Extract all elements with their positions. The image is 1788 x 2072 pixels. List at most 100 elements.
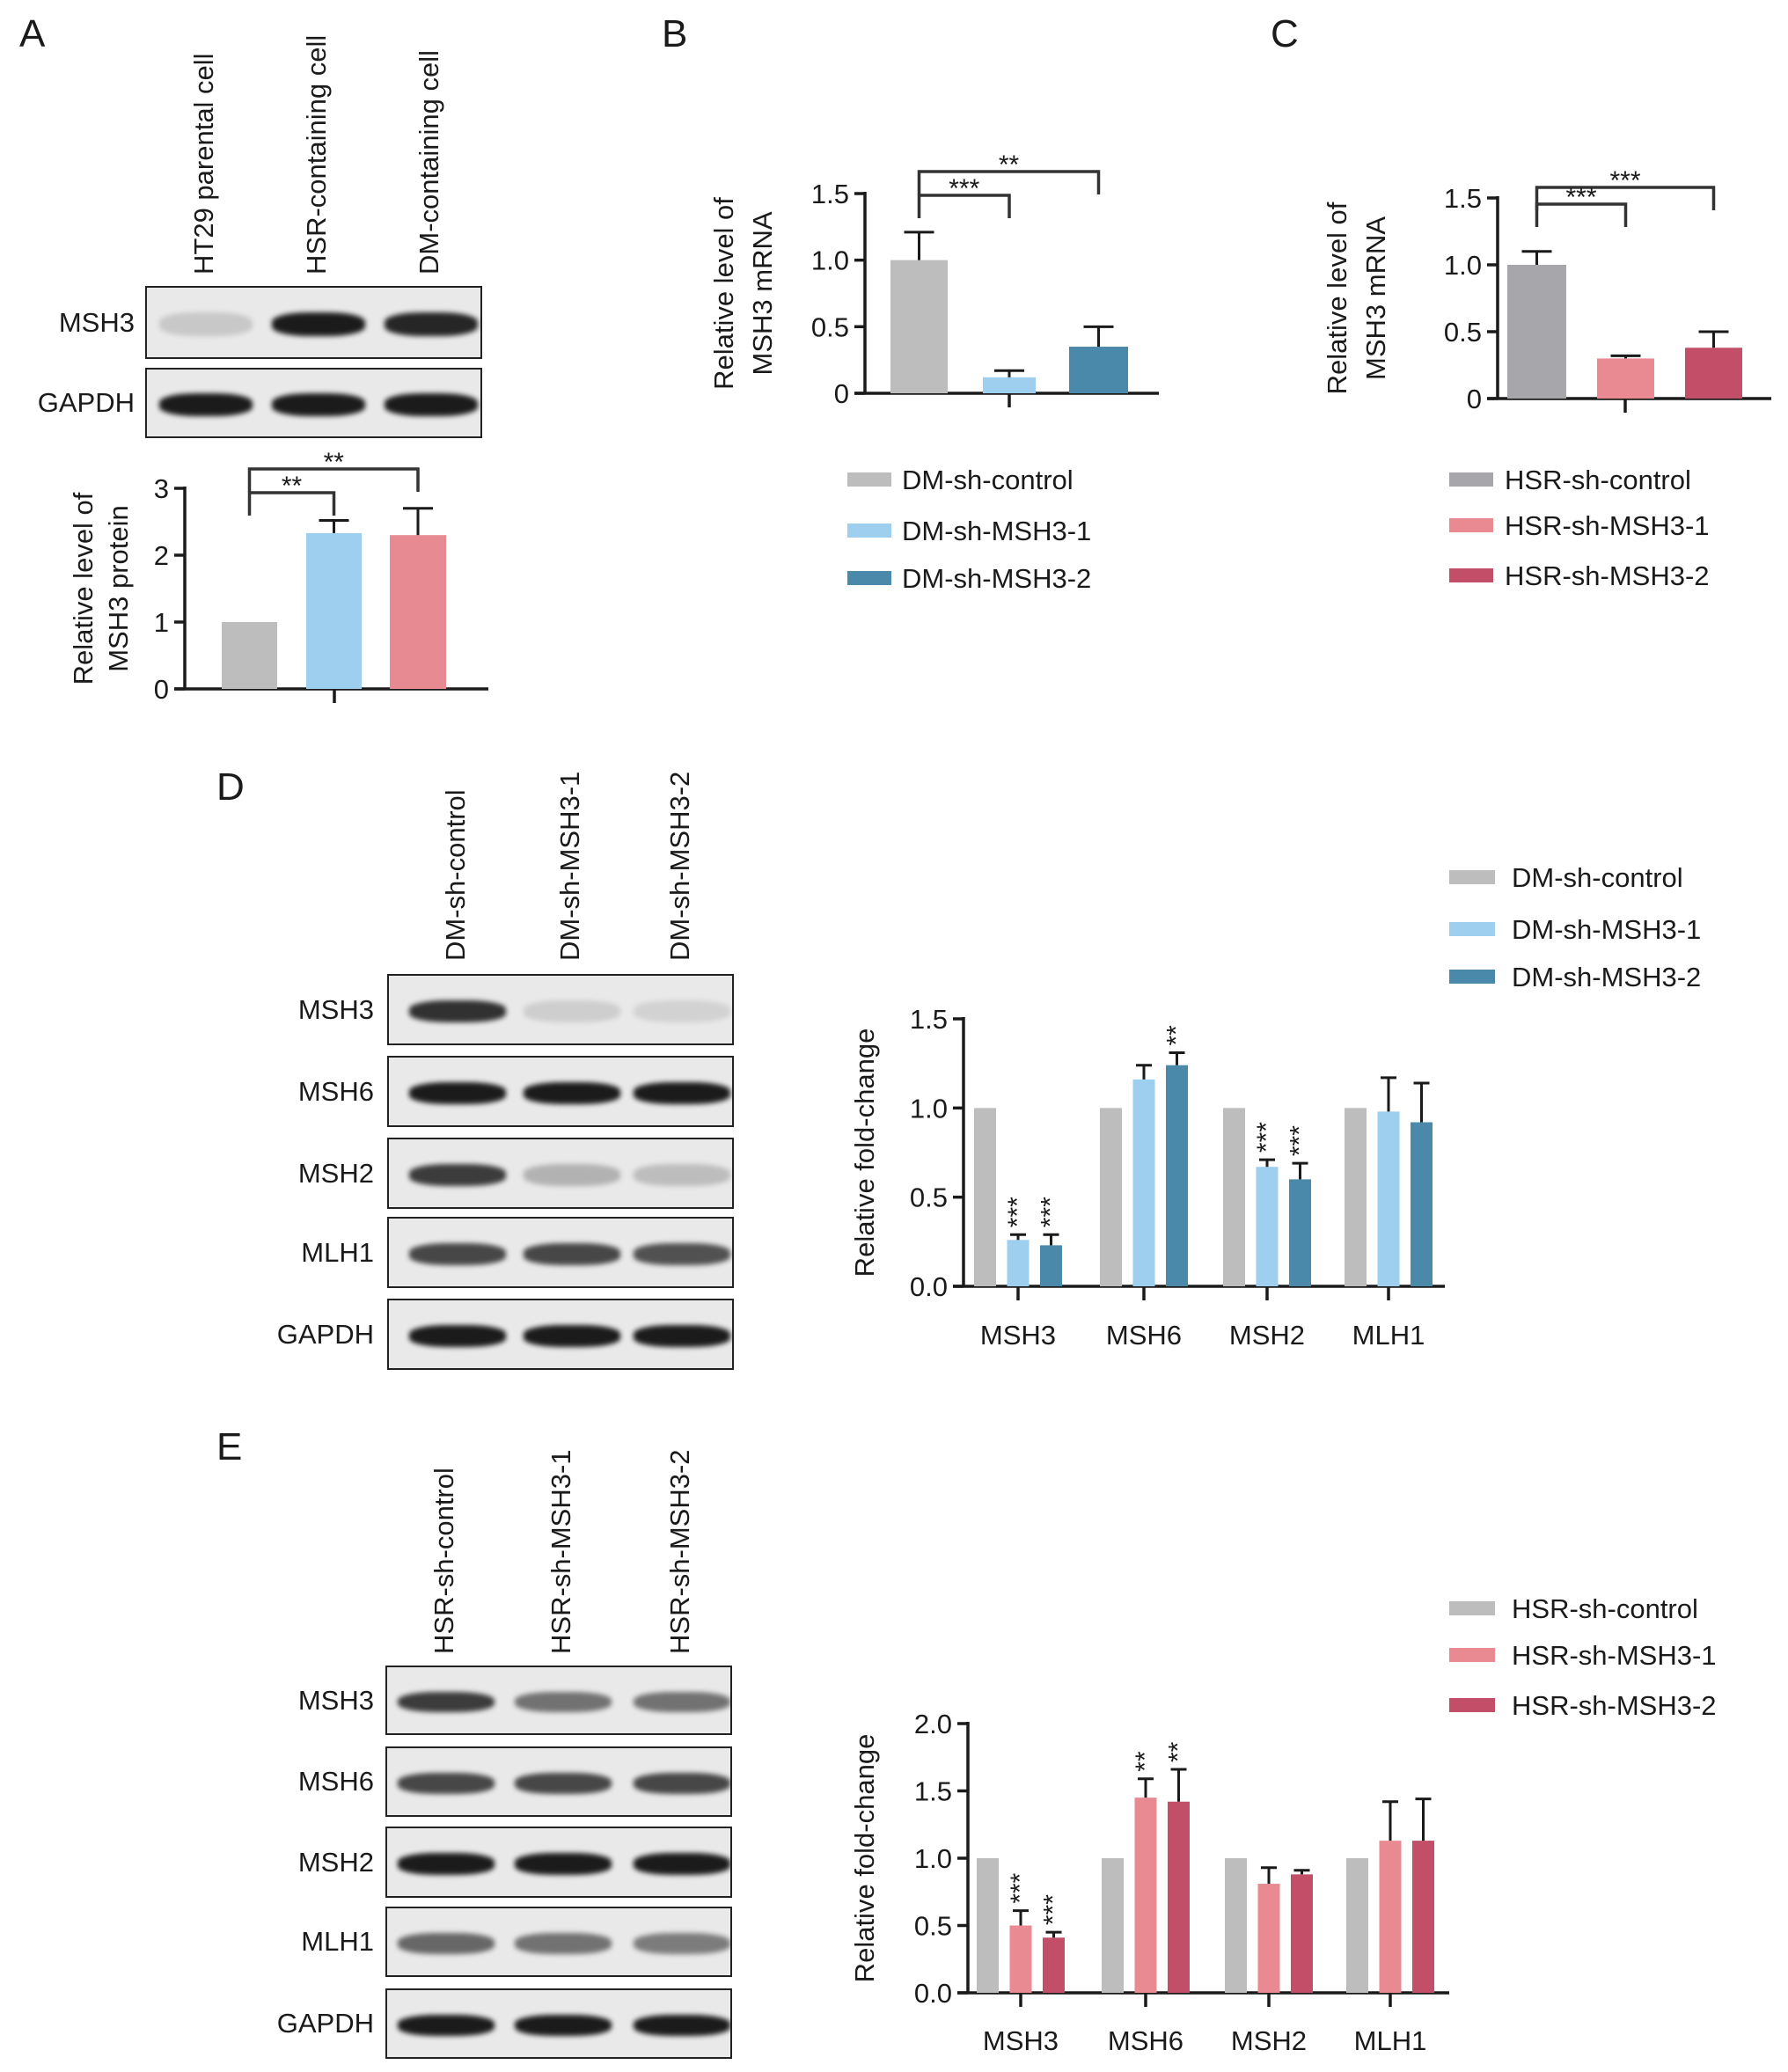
- legend-swatch: [847, 523, 891, 538]
- bar: [1256, 1167, 1279, 1286]
- y-tick-label: 0.5: [910, 1182, 948, 1213]
- bar: [1377, 1111, 1400, 1286]
- y-tick-label: 1.5: [811, 179, 849, 209]
- legend-swatch: [1449, 472, 1493, 487]
- protein-band: [398, 1853, 495, 1875]
- legend-swatch: [847, 472, 891, 487]
- protein-band: [159, 393, 253, 416]
- blot-mlh1: [385, 1907, 732, 1977]
- significance-label: ***: [1609, 166, 1640, 195]
- protein-band: [409, 1082, 506, 1104]
- significance-label: ***: [1252, 1122, 1281, 1153]
- protein-band: [385, 393, 478, 416]
- x-tick-label: MSH6: [1108, 2025, 1183, 2056]
- blot-msh3: [145, 286, 482, 359]
- y-tick-label: 0.5: [914, 1911, 952, 1942]
- protein-band: [524, 1082, 620, 1104]
- blot-msh3: [385, 1666, 732, 1735]
- legend-swatch: [1449, 870, 1495, 884]
- x-tick-label: MSH3: [983, 2025, 1059, 2056]
- x-tick-label: MSH6: [1106, 1320, 1182, 1351]
- y-axis-label: Relative fold-change: [849, 1029, 880, 1278]
- y-tick-label: 3: [154, 473, 169, 504]
- protein-band: [634, 1773, 730, 1794]
- bar: [1043, 1937, 1065, 1993]
- significance-bracket: [247, 491, 336, 516]
- bar: [890, 260, 948, 393]
- significance-label: ***: [1003, 1197, 1032, 1227]
- blot-row-label: MSH2: [297, 1157, 374, 1189]
- blot-row-label: MSH3: [297, 1684, 374, 1716]
- y-tick-label: 1.0: [914, 1843, 952, 1874]
- blot-msh6: [387, 1056, 734, 1127]
- significance-label: ***: [949, 174, 979, 203]
- y-tick-label: 0: [154, 674, 169, 705]
- protein-band: [409, 1243, 506, 1265]
- legend-swatch: [1449, 922, 1495, 936]
- bar: [1345, 1108, 1367, 1286]
- legend-label: DM-sh-MSH3-1: [1512, 914, 1701, 945]
- y-axis-label: Relative level of: [68, 492, 99, 685]
- legend-swatch: [1449, 1601, 1495, 1615]
- bar: [1166, 1065, 1188, 1286]
- bar: [1100, 1108, 1122, 1286]
- panel-label-E: E: [216, 1425, 243, 1468]
- panel-label-A: A: [19, 12, 46, 55]
- y-tick-label: 0: [834, 378, 849, 409]
- bar: [1009, 1925, 1032, 1993]
- blot-mlh1: [387, 1217, 734, 1288]
- bar: [983, 377, 1036, 393]
- bar: [1102, 1858, 1124, 1993]
- protein-band: [159, 312, 253, 336]
- y-axis-label: MSH3 mRNA: [1360, 216, 1391, 380]
- y-axis-label: Relative level of: [1322, 201, 1352, 394]
- bar: [1223, 1108, 1245, 1286]
- protein-band: [524, 1000, 620, 1022]
- y-tick-label: 1.5: [1444, 183, 1482, 214]
- legend-swatch: [1449, 1648, 1495, 1662]
- significance-label: **: [282, 472, 303, 501]
- legend-swatch: [847, 571, 891, 585]
- blot-msh3: [387, 974, 734, 1045]
- legend-label: HSR-sh-MSH3-1: [1512, 1640, 1717, 1671]
- bar: [1134, 1797, 1157, 1993]
- blot-row-label: MSH2: [297, 1846, 374, 1878]
- blot-row-label: MLH1: [301, 1926, 374, 1957]
- legend-swatch: [1449, 568, 1493, 582]
- legend-label: HSR-sh-control: [1505, 465, 1691, 495]
- significance-label: ***: [1565, 183, 1596, 212]
- bar: [977, 1858, 999, 1993]
- blot-row-label: MLH1: [301, 1236, 374, 1268]
- significance-label: **: [1162, 1025, 1191, 1046]
- significance-bracket: [1535, 202, 1628, 227]
- protein-band: [634, 1853, 730, 1875]
- protein-band: [272, 393, 365, 416]
- bar: [1257, 1884, 1280, 1993]
- y-tick-label: 0.0: [910, 1271, 948, 1302]
- protein-band: [634, 1691, 730, 1713]
- bar: [390, 535, 446, 689]
- legend-label: HSR-sh-MSH3-1: [1505, 510, 1710, 541]
- protein-band: [524, 1325, 620, 1347]
- y-axis-label: MSH3 protein: [103, 505, 134, 672]
- y-tick-label: 0.0: [914, 1978, 952, 2009]
- blot-row-label: MSH6: [297, 1075, 374, 1107]
- legend-label: DM-sh-control: [902, 465, 1074, 495]
- blot-row-label: GAPDH: [276, 2008, 374, 2039]
- blot-msh2: [385, 1827, 732, 1898]
- x-tick-label: MSH2: [1229, 1320, 1305, 1351]
- protein-band: [409, 1164, 506, 1186]
- y-tick-label: 1.5: [910, 1004, 948, 1035]
- significance-label: ***: [1286, 1125, 1315, 1156]
- chart-C: [1449, 186, 1771, 582]
- significance-label: ***: [1006, 1872, 1035, 1903]
- x-tick-label: MSH3: [980, 1320, 1056, 1351]
- protein-band: [515, 2015, 612, 2036]
- bar: [1597, 358, 1654, 399]
- protein-band: [515, 1773, 612, 1794]
- bar: [1040, 1245, 1062, 1286]
- bar: [1685, 348, 1742, 399]
- legend-label: DM-sh-MSH3-2: [902, 563, 1091, 594]
- bar: [1507, 265, 1566, 399]
- protein-band: [398, 2015, 495, 2036]
